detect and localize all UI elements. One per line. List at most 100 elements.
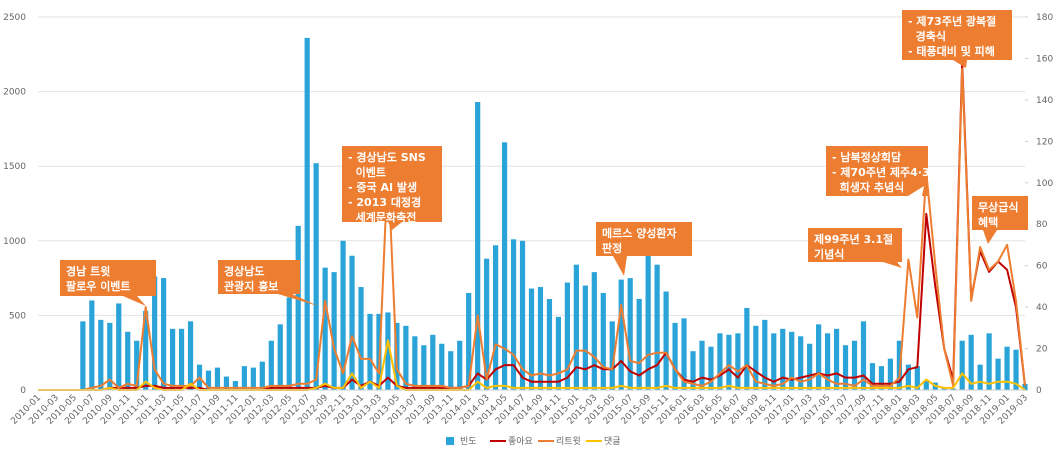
bar xyxy=(636,298,642,390)
bar xyxy=(878,366,885,390)
bar xyxy=(833,328,840,390)
bar xyxy=(923,381,929,390)
bar xyxy=(80,321,86,390)
bar xyxy=(367,313,373,390)
callout-box xyxy=(60,260,156,306)
bar xyxy=(349,255,355,390)
y2-tick-label: 80 xyxy=(1036,220,1048,230)
bar xyxy=(421,345,427,390)
y2-tick-label: 40 xyxy=(1036,303,1048,313)
bar xyxy=(600,293,606,390)
callout-text: 경남 트윗 xyxy=(66,264,110,278)
bar xyxy=(403,325,409,390)
bar xyxy=(627,278,633,390)
callout-text: 제99주년 3.1절 xyxy=(814,232,893,246)
bar xyxy=(968,334,974,390)
bar xyxy=(564,282,570,390)
bar xyxy=(798,336,804,390)
bar xyxy=(1022,384,1028,390)
bar xyxy=(232,381,238,390)
callout: - 경상남도 SNS 이벤트- 중국 AI 발생- 2013 대정경 세계문화축… xyxy=(342,146,442,230)
bar xyxy=(887,358,894,390)
bar xyxy=(107,322,113,390)
bar xyxy=(484,258,490,390)
bar xyxy=(753,325,759,390)
callout-text: - 2013 대정경 xyxy=(348,195,421,209)
legend-label: 댓글 xyxy=(604,436,621,447)
bar xyxy=(430,334,436,390)
bar xyxy=(501,142,508,390)
bar xyxy=(98,319,104,390)
bar xyxy=(762,319,768,390)
bar xyxy=(905,364,911,390)
bar xyxy=(493,245,499,390)
bar xyxy=(358,287,364,390)
bar xyxy=(510,239,517,390)
bar xyxy=(448,351,454,390)
bar xyxy=(277,324,283,390)
bar xyxy=(825,333,831,390)
y2-tick-label: 160 xyxy=(1036,54,1053,64)
bar xyxy=(555,316,562,390)
bar xyxy=(591,272,597,390)
y-tick-label: 2500 xyxy=(3,13,26,23)
bar xyxy=(663,291,669,390)
bar xyxy=(178,328,185,390)
bar xyxy=(313,163,319,390)
y-tick-label: 2000 xyxy=(3,88,26,98)
callout-text: 경축식 xyxy=(908,29,946,43)
bar xyxy=(1013,349,1019,390)
callout-box xyxy=(808,228,902,268)
callout-text: - 남북정상회담 xyxy=(832,150,901,164)
y-tick-label: 1000 xyxy=(3,237,26,247)
callout-text: 판정 xyxy=(602,241,622,255)
bar xyxy=(143,310,149,390)
bar xyxy=(869,363,876,390)
callout: - 제73주년 광복절 경축식- 태풍대비 및 피해 xyxy=(902,10,1012,68)
bar xyxy=(582,285,588,390)
bar xyxy=(573,264,579,390)
bar xyxy=(995,358,1001,390)
bar xyxy=(1004,346,1010,390)
callout-text: 메르스 양성환자 xyxy=(602,226,678,240)
legend-label: 빈도 xyxy=(460,436,477,447)
line xyxy=(38,67,1026,391)
bar xyxy=(780,328,786,390)
bar xyxy=(169,328,176,390)
bar xyxy=(699,340,705,390)
bar xyxy=(851,340,858,390)
bar xyxy=(645,255,651,390)
bar xyxy=(161,278,167,390)
bar xyxy=(528,288,535,390)
bar xyxy=(268,340,274,390)
legend-swatch xyxy=(446,437,454,445)
bar xyxy=(708,346,714,390)
y2-tick-label: 0 xyxy=(1036,386,1042,396)
bar xyxy=(726,334,732,390)
bar xyxy=(205,370,212,390)
bar xyxy=(466,293,472,390)
y2-tick-label: 100 xyxy=(1036,179,1053,189)
bar xyxy=(744,307,750,390)
bar xyxy=(187,321,194,390)
y-tick-label: 0 xyxy=(20,386,26,396)
bar xyxy=(690,351,696,390)
bar xyxy=(546,298,553,390)
bar xyxy=(439,343,445,390)
y2-tick-label: 140 xyxy=(1036,96,1053,106)
bar xyxy=(986,333,992,390)
callout-text: - 중국 AI 발생 xyxy=(348,180,417,194)
legend-label: 리트윗 xyxy=(556,436,581,447)
bar xyxy=(340,240,346,390)
bar xyxy=(681,318,687,390)
bar xyxy=(134,340,140,390)
bar xyxy=(385,312,391,390)
bar xyxy=(537,287,544,390)
bar xyxy=(241,366,247,390)
callout-text: 희생자 추념식 xyxy=(832,180,904,194)
callout-text: - 태풍대비 및 피해 xyxy=(908,44,995,58)
